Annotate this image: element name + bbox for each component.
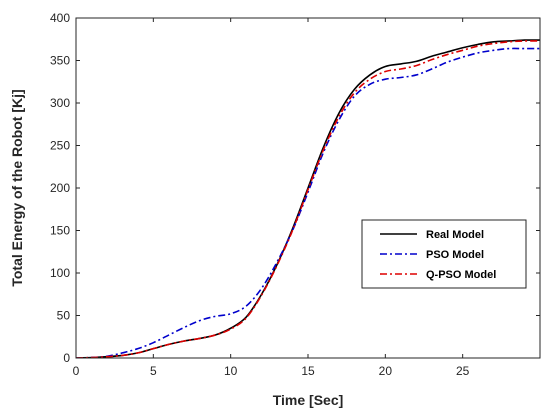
x-tick-label: 0 [73, 364, 80, 378]
x-tick-label: 15 [301, 364, 315, 378]
y-tick-label: 150 [50, 224, 70, 238]
y-tick-label: 0 [63, 351, 70, 365]
y-tick-label: 300 [50, 96, 70, 110]
y-tick-label: 350 [50, 54, 70, 68]
series-line-q-pso-model [76, 40, 540, 358]
x-tick-label: 10 [224, 364, 238, 378]
x-tick-label: 20 [379, 364, 393, 378]
y-tick-label: 250 [50, 139, 70, 153]
y-axis-title: Total Energy of the Robot [Kj] [9, 89, 25, 286]
y-tick-label: 400 [50, 11, 70, 25]
series-line-pso-model [76, 47, 540, 358]
legend-label: Q-PSO Model [426, 269, 496, 281]
y-tick-label: 50 [57, 309, 71, 323]
legend-label: PSO Model [426, 249, 484, 261]
y-tick-label: 200 [50, 181, 70, 195]
y-tick-label: 100 [50, 266, 70, 280]
x-axis-title: Time [Sec] [273, 392, 344, 408]
legend-label: Real Model [426, 229, 484, 241]
x-tick-label: 25 [456, 364, 470, 378]
legend-box [361, 219, 527, 289]
legend: Real Model PSO Model Q-PSO Model [361, 219, 527, 289]
series-layer [76, 39, 540, 358]
x-tick-label: 5 [150, 364, 157, 378]
